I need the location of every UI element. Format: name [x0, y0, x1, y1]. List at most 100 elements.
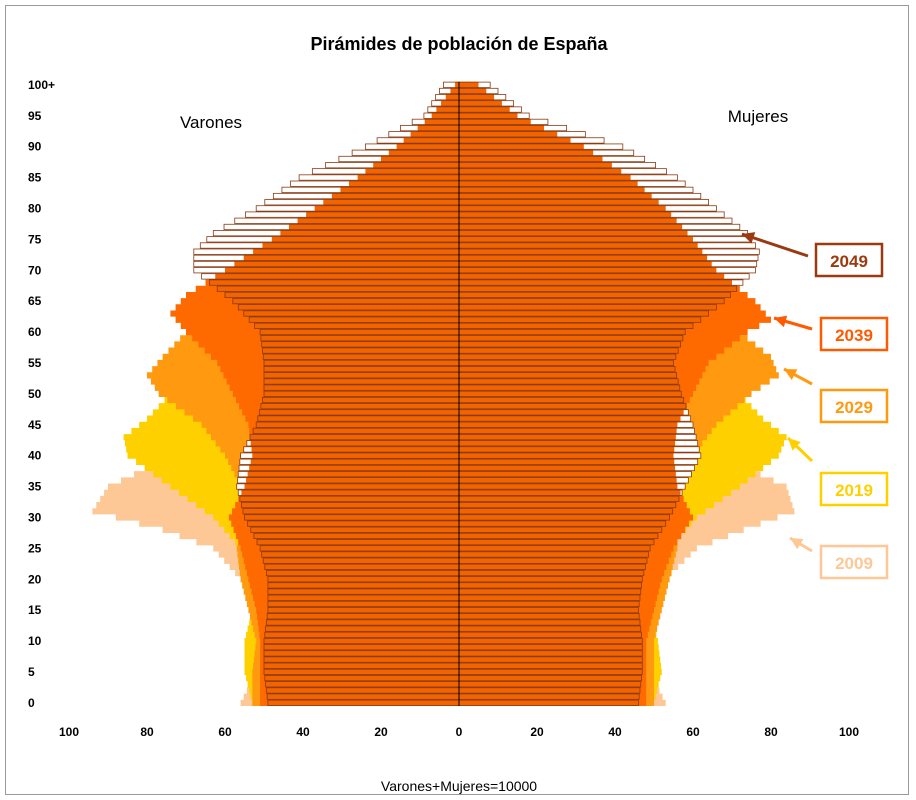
bar-2049-women-96-fill: [459, 106, 510, 113]
bar-2049-women-72-fill: [459, 255, 708, 261]
bar-2049-men-65-fill: [232, 298, 459, 304]
bar-2049-women-55-fill: [459, 360, 674, 366]
bar-2049-women-82-fill: [459, 193, 652, 199]
x-tick-label: 60: [218, 725, 232, 739]
bar-2049-women-31-fill: [459, 508, 673, 514]
bar-2049-men-32-fill: [241, 502, 459, 508]
y-tick-label: 60: [28, 325, 42, 339]
bar-2049-women-75-fill: [459, 236, 693, 243]
x-axis-label: Varones+Mujeres=10000: [381, 778, 537, 794]
bar-2049-women-81-fill: [459, 199, 659, 205]
bar-2049-men-21-fill: [266, 570, 459, 576]
bar-2049-men-68-fill: [209, 279, 459, 286]
bar-2049-women-92-fill: [459, 131, 558, 137]
bar-2049-women-60-fill: [459, 329, 686, 335]
bar-2049-men-73-fill: [253, 248, 459, 255]
bar-2049-women-59-fill: [459, 335, 683, 341]
varones-label: Varones: [180, 113, 242, 132]
bar-2049-men-23-fill: [263, 557, 459, 564]
bar-2049-men-78-fill: [297, 218, 459, 224]
bar-2049-men-72-fill: [243, 255, 459, 261]
legend-item-2009: 2009: [789, 536, 889, 580]
bar-2049-men-69-fill: [215, 273, 459, 280]
bar-2049-women-61-fill: [459, 323, 693, 329]
bar-2049-men-34-fill: [241, 490, 459, 496]
bar-2049-men-55-fill: [264, 360, 459, 366]
y-tick-label: 85: [28, 171, 42, 185]
bar-2049-women-87-fill: [459, 162, 612, 168]
bar-2049-men-64-fill: [238, 304, 459, 310]
bar-2049-women-41-fill: [459, 446, 675, 453]
bar-2049-women-62-fill: [459, 316, 701, 323]
y-tick-label: 75: [28, 232, 42, 246]
bar-2049-men-50-fill: [264, 391, 459, 397]
x-tick-label: 100: [839, 725, 859, 739]
bar-2049-men-61-fill: [254, 323, 459, 329]
bar-2049-women-66-fill: [459, 292, 731, 298]
y-tick-label: 30: [28, 511, 42, 525]
bar-2049-men-6-fill: [264, 663, 459, 669]
bar-2049-men-100-fill: [455, 82, 459, 88]
bar-2049-men-89-fill: [388, 150, 459, 156]
bar-2049-men-92-fill: [410, 131, 459, 137]
bar-2049-men-85-fill: [357, 174, 459, 181]
bar-2049-women-6-fill: [459, 663, 643, 669]
x-tick-label: 0: [456, 725, 463, 739]
bar-2049-women-89-fill: [459, 150, 594, 156]
y-tick-label: 70: [28, 263, 42, 277]
bar-2049-men-18-fill: [267, 588, 459, 595]
bar-2049-women-95-fill: [459, 113, 518, 119]
bar-2049-men-2-fill: [266, 687, 459, 694]
bar-2049-men-91-fill: [403, 137, 459, 144]
bar-2049-women-42-fill: [459, 440, 676, 446]
legend-arrow-head: [742, 232, 756, 244]
bar-2049-men-95-fill: [431, 113, 459, 119]
bar-2049-women-85-fill: [459, 174, 631, 181]
bar-2049-men-19-fill: [267, 582, 459, 589]
x-tick-label: 20: [530, 725, 544, 739]
bar-2049-men-52-fill: [264, 378, 459, 385]
y-tick-label: 40: [28, 449, 42, 463]
bar-2049-women-77-fill: [459, 224, 683, 230]
bar-2049-women-68-fill: [459, 279, 732, 286]
bar-2049-women-50-fill: [459, 391, 682, 397]
chart-title: Pirámides de población de España: [310, 34, 608, 54]
bar-2049-men-13-fill: [266, 619, 459, 626]
bar-2049-women-44-fill: [459, 428, 677, 434]
bar-2049-men-58-fill: [261, 341, 459, 348]
bar-2049-men-79-fill: [306, 211, 459, 218]
bar-2049-men-48-fill: [260, 403, 459, 409]
bar-2049-women-3-fill: [459, 681, 641, 687]
bar-2049-women-54-fill: [459, 366, 676, 372]
bar-2049-women-22-fill: [459, 564, 646, 570]
bar-2049-women-11-fill: [459, 632, 642, 638]
bar-2049-men-37-fill: [247, 471, 459, 477]
bar-2049-men-82-fill: [331, 193, 459, 199]
bar-2049-men-41-fill: [251, 446, 459, 453]
bar-2049-men-16-fill: [267, 601, 459, 607]
bar-2049-men-45-fill: [256, 422, 459, 428]
bar-2049-men-5-fill: [264, 669, 459, 675]
bar-2049-women-9-fill: [459, 644, 643, 650]
bar-2049-men-49-fill: [262, 397, 459, 403]
bar-2049-women-73-fill: [459, 248, 703, 255]
bar-2049-men-90-fill: [396, 143, 459, 150]
bar-2049-men-81-fill: [323, 199, 459, 205]
bar-2049-women-69-fill: [459, 273, 725, 280]
bar-2049-women-99-fill: [459, 88, 487, 94]
bar-2049-women-43-fill: [459, 434, 676, 440]
bar-2049-men-1-fill: [267, 693, 459, 700]
bar-2049-men-70-fill: [225, 267, 459, 273]
bar-2049-women-36-fill: [459, 477, 677, 484]
bar-2049-women-34-fill: [459, 490, 681, 496]
bar-2049-women-67-fill: [459, 286, 737, 292]
bar-2049-men-9-fill: [264, 644, 459, 650]
bar-2049-women-0-fill: [459, 700, 639, 706]
x-tick-label: 60: [686, 725, 700, 739]
bar-2049-men-12-fill: [265, 625, 459, 632]
bar-2049-men-80-fill: [314, 205, 459, 212]
bar-2049-men-63-fill: [243, 310, 459, 317]
y-tick-label: 25: [28, 541, 42, 555]
y-tick-label: 50: [28, 387, 42, 401]
bar-2049-men-42-fill: [250, 440, 459, 446]
